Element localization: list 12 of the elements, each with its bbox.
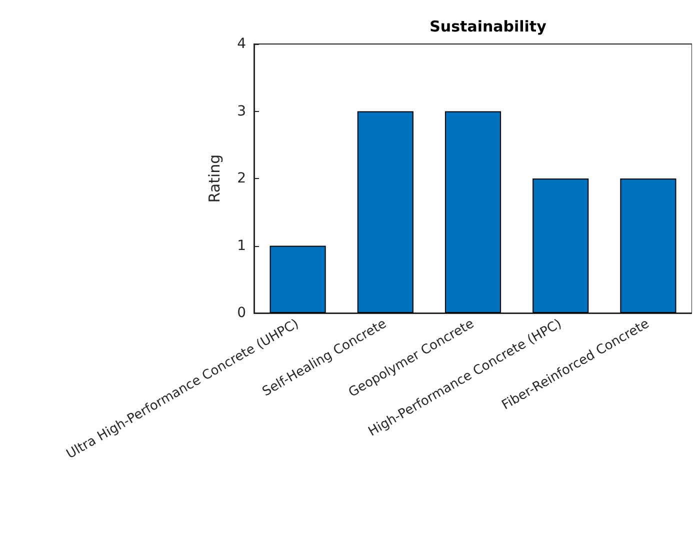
y-tick-label: 3: [237, 103, 246, 120]
chart-title: Sustainability: [430, 18, 547, 36]
y-tick-label: 2: [237, 170, 246, 186]
y-tick-label: 1: [237, 238, 246, 254]
y-tick-label: 4: [237, 36, 246, 52]
bar: [270, 246, 326, 313]
y-tick-label: 0: [237, 305, 246, 321]
bar: [620, 178, 676, 313]
bar: [444, 111, 502, 313]
bar: [357, 111, 414, 313]
y-axis-title: Rating: [206, 154, 224, 203]
bar: [532, 178, 589, 313]
